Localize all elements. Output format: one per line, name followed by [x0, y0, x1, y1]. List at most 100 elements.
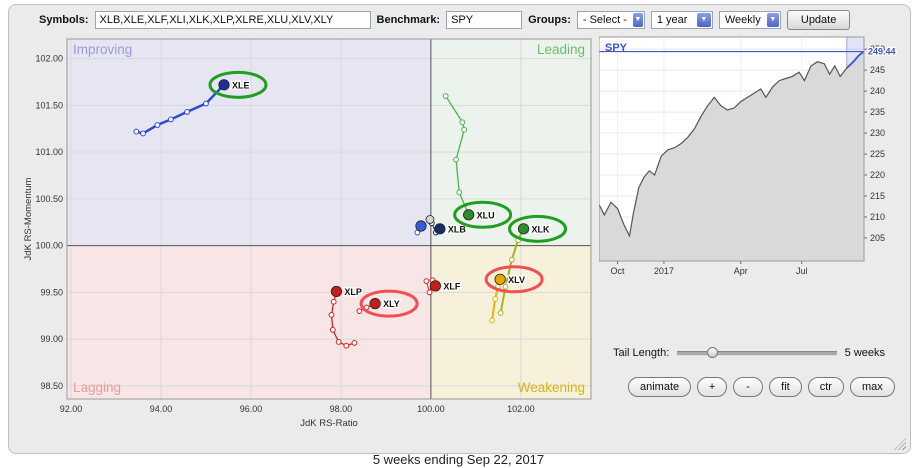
series-XLI: [414, 220, 427, 236]
XLU-dot[interactable]: [463, 209, 475, 221]
benchmark-svg[interactable]: 205 210 215 220 225 230 235 240 245 250 Oct 2017 Apr…: [598, 35, 905, 285]
series-XLU: XLU: [442, 93, 496, 222]
date-tick-label: Oct: [611, 266, 626, 276]
price-tick-label: 245: [870, 65, 885, 75]
benchmark-input[interactable]: [446, 11, 523, 29]
y-tick-label: 100.00: [35, 241, 63, 251]
XLU-highlight-ring: [453, 200, 513, 229]
quadrant-improving: [67, 39, 431, 246]
tail-length-slider[interactable]: [677, 346, 837, 359]
tail-length-control: Tail Length: 5 weeks: [613, 346, 885, 359]
x-tick-label: 98.00: [330, 404, 353, 414]
XLF-dot[interactable]: [429, 280, 441, 292]
price-tick-label: 235: [870, 107, 885, 117]
groups-select[interactable]: - Select - ▼: [576, 11, 645, 29]
period-select[interactable]: 1 year ▼: [650, 11, 713, 29]
XLY-highlight-ring: [359, 289, 419, 318]
XLV-label: XLV: [508, 275, 525, 285]
groups-select-value: - Select -: [582, 14, 627, 26]
y-tick-label: 101.50: [35, 100, 63, 110]
benchmark-chart[interactable]: 205 210 215 220 225 230 235 240 245 250 Oct 2017 Apr…: [598, 35, 905, 290]
slider-track[interactable]: [677, 351, 837, 356]
last-price-label: 249.44: [868, 47, 896, 57]
XLRE-dot[interactable]: [425, 215, 435, 224]
XLY-label: XLY: [383, 299, 400, 309]
tail-length-label: Tail Length:: [613, 346, 670, 359]
price-tick-label: 240: [870, 86, 885, 96]
y-tick-label: 98.50: [40, 381, 63, 391]
quadrant-label-leading: Leading: [537, 42, 585, 57]
y-tick-label: 100.50: [35, 194, 63, 204]
XLV-dot[interactable]: [494, 273, 506, 285]
y-tick-label: 101.00: [35, 147, 63, 157]
XLI-dot[interactable]: [415, 220, 427, 232]
quadrant-label-improving: Improving: [73, 42, 132, 57]
XLK-dot[interactable]: [517, 223, 530, 235]
price-tick-label: 230: [870, 128, 885, 138]
slider-thumb[interactable]: [707, 347, 719, 358]
XLF-label: XLF: [443, 281, 461, 291]
zoom-in-button[interactable]: +: [697, 377, 728, 397]
toolbar: Symbols: Benchmark: Groups: - Select - ▼…: [9, 9, 917, 31]
interval-select-value: Weekly: [724, 14, 761, 26]
y-tick-label: 99.50: [40, 287, 63, 297]
rrg-chart[interactable]: 92.00 94.00 96.00 98.00 100.00 102.00 102.00 10…: [21, 35, 606, 434]
groups-label: Groups:: [528, 14, 571, 26]
max-button[interactable]: max: [849, 377, 895, 397]
date-tick-label: Jul: [796, 266, 808, 276]
rrg-panel: Symbols: Benchmark: Groups: - Select - ▼…: [8, 4, 911, 454]
symbols-input[interactable]: [94, 11, 371, 29]
price-tick-label: 220: [870, 170, 885, 180]
XLP-dot[interactable]: [330, 285, 343, 298]
series-XLF: XLF: [423, 277, 462, 296]
date-tick-label: 2017: [654, 266, 674, 276]
tail-length-value: 5 weeks: [844, 346, 885, 359]
series-XLY: XLY: [356, 298, 401, 315]
update-button[interactable]: Update: [786, 10, 851, 30]
chevron-down-icon: ▼: [696, 13, 711, 27]
series-XLB: XLB: [428, 220, 468, 236]
benchmark-label: Benchmark:: [376, 14, 441, 26]
series-XLV: XLV: [489, 273, 526, 324]
animate-button[interactable]: animate: [628, 377, 692, 397]
benchmark-title: SPY: [605, 42, 628, 54]
rrg-svg[interactable]: 92.00 94.00 96.00 98.00 100.00 102.00 102.00 10…: [21, 35, 606, 429]
XLV-highlight-ring: [484, 265, 544, 294]
XLE-highlight-ring: [208, 70, 268, 99]
quadrant-label-weakening: Weakening: [518, 380, 585, 395]
zoom-out-button[interactable]: -: [733, 377, 764, 397]
series-XLP: XLP: [328, 285, 363, 349]
XLE-dot[interactable]: [218, 79, 230, 91]
fit-button[interactable]: fit: [769, 377, 802, 397]
y-axis-title: JdK RS-Momentum: [23, 177, 34, 260]
y-tick-label: 99.00: [40, 334, 63, 344]
center-button[interactable]: ctr: [807, 377, 844, 397]
y-tick-label: 102.00: [35, 54, 63, 64]
interval-select[interactable]: Weekly ▼: [718, 11, 781, 29]
period-select-value: 1 year: [656, 14, 688, 26]
price-tick-label: 250: [870, 44, 885, 54]
XLP-label: XLP: [344, 287, 362, 297]
XLU-label: XLU: [477, 210, 495, 220]
symbols-label: Symbols:: [39, 14, 89, 26]
quadrant-lagging: [67, 245, 431, 399]
price-tick-label: 225: [870, 149, 885, 159]
x-axis-title: JdK RS-Ratio: [300, 418, 358, 429]
price-tick-label: 215: [870, 191, 885, 201]
series-XLRE: [425, 215, 435, 224]
chart-buttons: animate + - fit ctr max: [628, 377, 895, 397]
XLK-highlight-ring: [508, 214, 568, 243]
XLY-dot[interactable]: [369, 298, 381, 310]
quadrant-weakening: [430, 245, 591, 399]
x-tick-label: 94.00: [150, 404, 173, 414]
XLB-dot[interactable]: [434, 223, 446, 235]
series-XLK: XLK: [497, 223, 551, 316]
XLK-label: XLK: [532, 224, 551, 234]
chevron-down-icon: ▼: [766, 13, 779, 27]
x-tick-label: 96.00: [240, 404, 263, 414]
price-tick-label: 210: [870, 212, 885, 222]
XLB-label: XLB: [448, 224, 467, 234]
footer-caption: 5 weeks ending Sep 22, 2017: [372, 452, 545, 467]
resize-handle[interactable]: [894, 438, 906, 450]
date-tick-label: Apr: [734, 266, 748, 276]
